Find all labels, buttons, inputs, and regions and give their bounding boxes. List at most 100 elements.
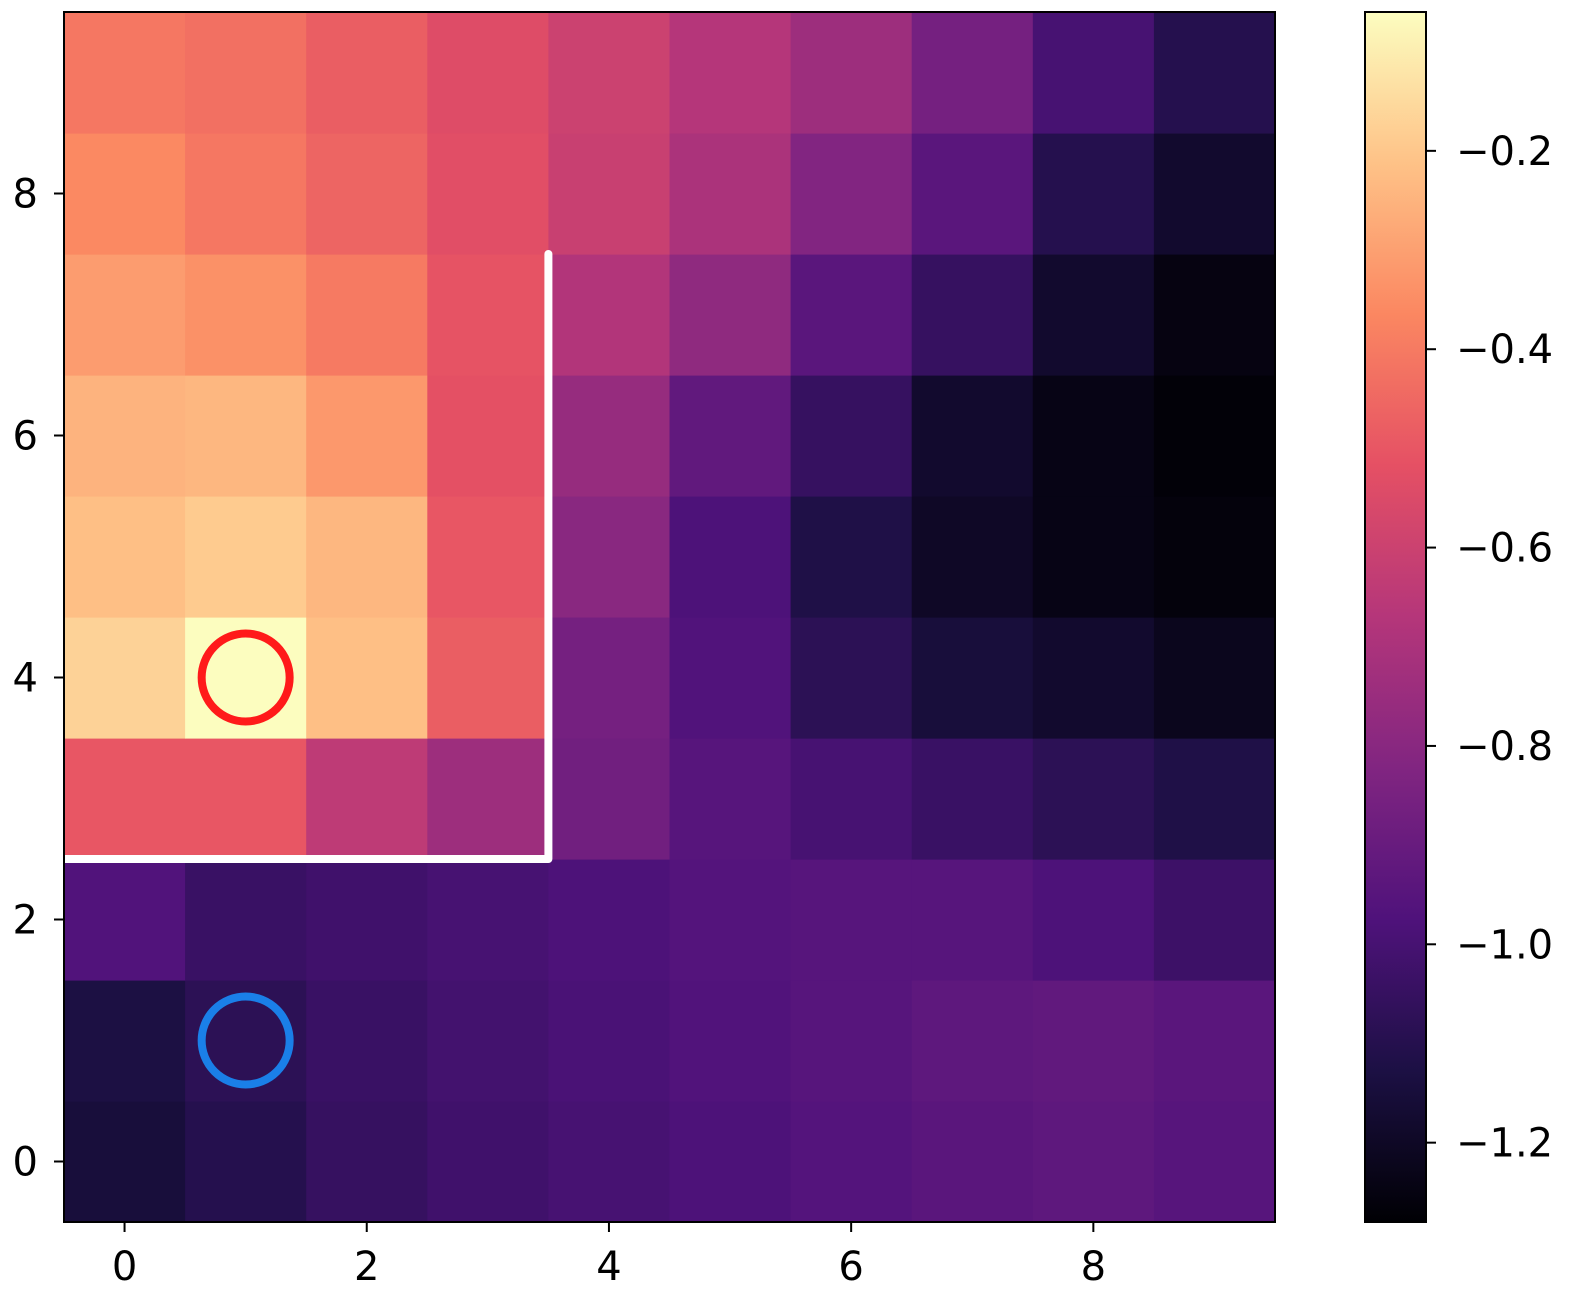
heatmap-cell	[790, 375, 913, 497]
colorbar-ticks: −0.2 −0.4 −0.6 −0.8 −1.0 −1.2	[1426, 129, 1553, 1167]
x-tick-label: 6	[838, 1244, 863, 1290]
heatmap-cell	[669, 133, 792, 255]
colorbar-gradient	[1365, 12, 1426, 1222]
heatmap-cell	[1032, 738, 1155, 860]
heatmap-cell	[64, 254, 186, 376]
heatmap-cell	[427, 496, 549, 618]
heatmap-cell	[911, 980, 1034, 1102]
heatmap-cell	[669, 496, 792, 618]
heatmap-cell	[790, 254, 913, 376]
heatmap-cell	[911, 133, 1034, 255]
y-tick-label: 0	[13, 1140, 38, 1186]
heatmap-cell	[306, 375, 428, 497]
heatmap-cells	[64, 12, 1276, 1223]
heatmap-cell	[669, 12, 792, 134]
y-tick-label: 2	[13, 898, 38, 944]
heatmap-cell	[548, 254, 671, 376]
heatmap-cell	[64, 980, 186, 1102]
heatmap-cell	[669, 738, 792, 860]
heatmap-cell	[911, 1101, 1034, 1223]
heatmap-cell	[64, 1101, 186, 1223]
x-axis: 0 2 4 6 8	[112, 1222, 1106, 1290]
heatmap-cell	[1153, 738, 1276, 860]
heatmap-cell	[64, 738, 186, 860]
heatmap-cell	[306, 859, 428, 981]
heatmap-cell	[185, 1101, 307, 1223]
heatmap-cell	[790, 496, 913, 618]
colorbar-frame	[1364, 11, 1427, 1223]
heatmap-cell	[790, 12, 913, 134]
heatmap-cell	[1153, 12, 1276, 134]
heatmap-cell	[306, 254, 428, 376]
heatmap-cell	[1153, 375, 1276, 497]
y-tick-label: 6	[13, 414, 38, 460]
heatmap-cell	[1032, 980, 1155, 1102]
y-axis: 0 2 4 6 8	[13, 172, 64, 1186]
heatmap-cell	[1153, 254, 1276, 376]
heatmap-cell	[185, 738, 307, 860]
blue-circle-marker	[197, 992, 294, 1089]
heatmap-cell	[911, 496, 1034, 618]
heatmap-cell	[185, 133, 307, 255]
heatmap-cell	[185, 859, 307, 981]
heatmap-cell	[790, 980, 913, 1102]
heatmap-cell	[911, 12, 1034, 134]
heatmap-cell	[306, 617, 428, 739]
colorbar-tick-label: −0.4	[1456, 327, 1553, 373]
heatmap-cell	[1153, 133, 1276, 255]
heatmap-cell	[1032, 1101, 1155, 1223]
heatmap-cell	[427, 1101, 549, 1223]
colorbar-tick-label: −0.6	[1456, 526, 1553, 572]
colorbar-tick-label: −0.8	[1456, 724, 1553, 770]
heatmap-cell	[427, 254, 549, 376]
heatmap-cell	[790, 133, 913, 255]
heatmap-cell	[427, 133, 549, 255]
heatmap-cell	[911, 375, 1034, 497]
heatmap-cell	[790, 738, 913, 860]
heatmap-cell	[1153, 1101, 1276, 1223]
heatmap-cell	[1032, 254, 1155, 376]
heatmap-cell	[185, 12, 307, 134]
heatmap-cell	[548, 738, 671, 860]
heatmap-cell	[185, 375, 307, 497]
heatmap-cell	[548, 133, 671, 255]
heatmap-cell	[548, 617, 671, 739]
x-tick-label: 8	[1081, 1244, 1106, 1290]
heatmap-cell	[306, 496, 428, 618]
heatmap-cell	[1032, 375, 1155, 497]
region-boundary-line	[60, 250, 553, 863]
x-tick-label: 2	[354, 1244, 379, 1290]
heatmap-cell	[185, 254, 307, 376]
heatmap-cell	[306, 1101, 428, 1223]
heatmap-cell	[427, 980, 549, 1102]
overlay-layer	[60, 250, 553, 1089]
y-tick-label: 4	[13, 656, 38, 702]
heatmap-cell	[64, 859, 186, 981]
heatmap-cell	[911, 738, 1034, 860]
heatmap-cell	[669, 859, 792, 981]
heatmap-cell	[911, 859, 1034, 981]
heatmap-cell	[1032, 859, 1155, 981]
heatmap-cell	[427, 617, 549, 739]
heatmap-cell	[911, 617, 1034, 739]
heatmap-cell	[306, 12, 428, 134]
heatmap-cell	[306, 133, 428, 255]
heatmap-cell	[790, 859, 913, 981]
heatmap-cell	[64, 496, 186, 618]
heatmap-cell	[669, 617, 792, 739]
heatmap-cell	[1153, 859, 1276, 981]
x-tick-label: 0	[112, 1244, 137, 1290]
plot-frame	[63, 11, 1276, 1223]
heatmap-cell	[64, 375, 186, 497]
heatmap-cell	[669, 980, 792, 1102]
heatmap-cell	[548, 496, 671, 618]
heatmap-cell	[1032, 12, 1155, 134]
heatmap-cell	[1032, 133, 1155, 255]
heatmap-cell	[64, 617, 186, 739]
heatmap-cell	[1153, 980, 1276, 1102]
heatmap-cell	[1153, 617, 1276, 739]
y-tick-label: 8	[13, 172, 38, 218]
heatmap-cell	[1032, 496, 1155, 618]
colorbar-tick-label: −1.2	[1456, 1121, 1553, 1167]
